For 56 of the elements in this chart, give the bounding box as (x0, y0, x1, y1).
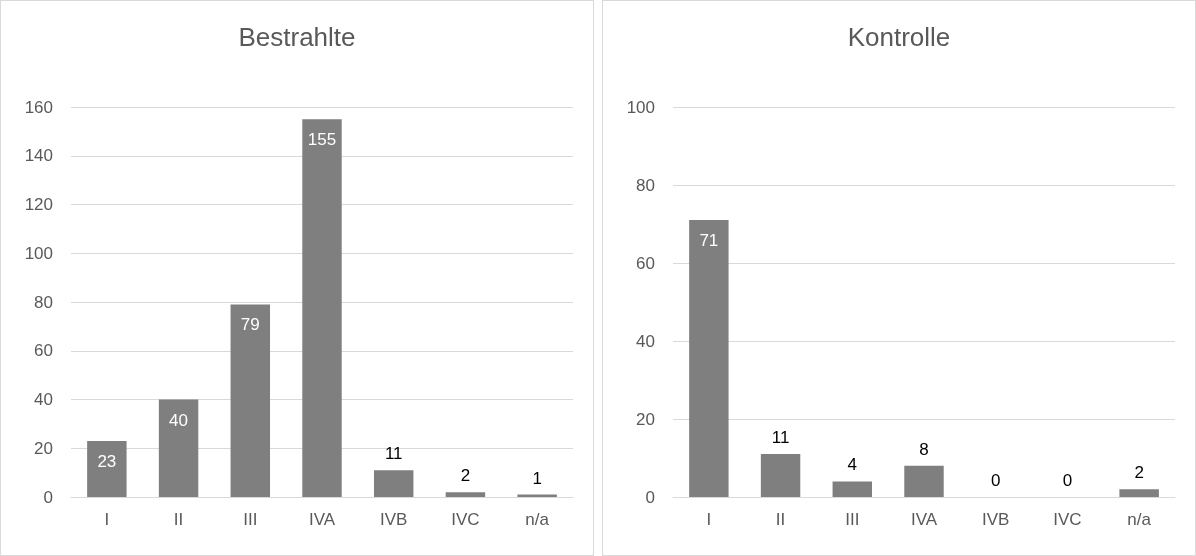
y-tick-label: 140 (24, 146, 53, 166)
bar (158, 399, 199, 497)
y-tick-label: 80 (34, 292, 53, 312)
y-tick-label: 40 (636, 331, 655, 351)
data-label: 2 (1134, 463, 1144, 483)
data-label: 0 (990, 471, 1001, 490)
data-label: 23 (97, 451, 117, 471)
y-tick-label: 100 (626, 97, 655, 117)
y-tick-label: 160 (24, 97, 53, 117)
data-label: 11 (384, 444, 403, 464)
y-tick-label: 20 (34, 438, 53, 458)
x-tick-label: IVA (308, 510, 336, 529)
bar (689, 220, 729, 497)
bar (373, 470, 414, 497)
y-tick-label: 20 (636, 409, 655, 429)
y-tick-label: 0 (43, 487, 53, 507)
data-label: 71 (699, 231, 719, 251)
data-label: 40 (169, 410, 189, 430)
y-tick-label: 80 (636, 175, 655, 195)
x-tick-label: III (243, 510, 258, 529)
y-tick-label: 40 (34, 390, 53, 409)
x-tick-label: I (104, 510, 110, 529)
x-tick-label: II (173, 510, 184, 529)
x-tick-label: II (775, 510, 786, 529)
bar (1119, 489, 1159, 497)
bar (87, 440, 127, 497)
y-tick-label: 0 (645, 487, 655, 507)
x-tick-label: IVC (1053, 510, 1082, 529)
x-tick-label: IVC (451, 510, 480, 529)
bar (302, 119, 342, 497)
y-tick-label: 60 (34, 341, 53, 361)
y-tick-label: 100 (24, 243, 53, 263)
x-tick-label: IVB (982, 510, 1010, 529)
data-label: 11 (771, 428, 790, 448)
bar (832, 481, 873, 497)
data-label: 0 (1062, 471, 1073, 490)
bar (760, 454, 801, 497)
x-tick-label: n/a (1127, 510, 1152, 529)
data-label: 2 (460, 466, 471, 486)
x-tick-label: I (706, 510, 712, 529)
x-tick-label: IVA (910, 510, 938, 529)
y-tick-label: 120 (24, 195, 53, 214)
bar (445, 492, 486, 497)
data-label: 155 (307, 130, 337, 150)
y-tick-label: 60 (636, 253, 655, 273)
x-tick-label: IVB (380, 510, 408, 529)
x-tick-label: n/a (525, 510, 550, 529)
chart-title: Bestrahlte (238, 22, 356, 52)
bar (904, 465, 944, 497)
data-label: 79 (240, 315, 260, 335)
bar (230, 304, 271, 497)
data-label: 8 (919, 439, 929, 459)
data-label: 1 (532, 468, 542, 488)
data-label: 4 (847, 455, 858, 475)
chart-title: Kontrolle (847, 22, 951, 52)
x-tick-label: III (845, 510, 860, 529)
